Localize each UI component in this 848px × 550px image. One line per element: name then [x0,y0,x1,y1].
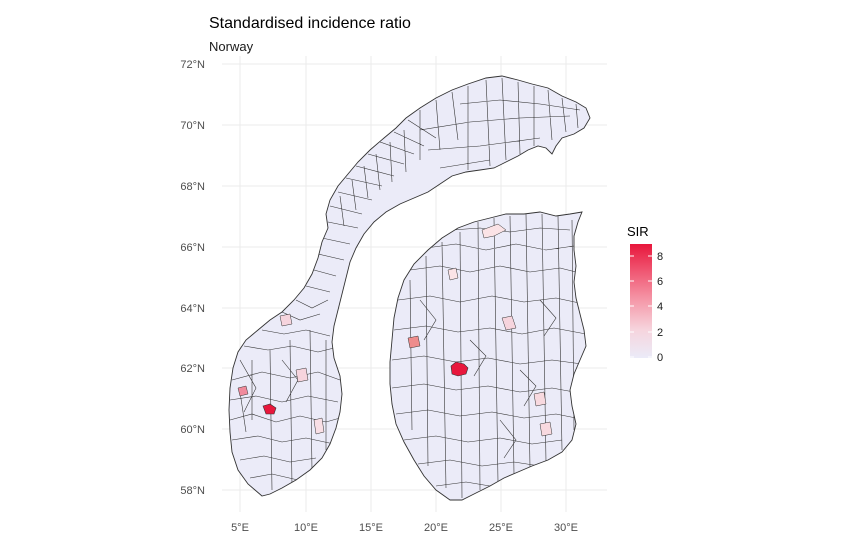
legend-label: 4 [657,301,663,313]
x-tick-label: 20°E [424,522,448,534]
map-subtitle: Norway [209,39,254,54]
y-tick-label: 70°N [180,120,205,132]
y-tick-label: 68°N [180,181,205,193]
map-title: Standardised incidence ratio [209,15,411,32]
y-tick-label: 64°N [180,303,205,315]
landmass-west-north [228,75,591,497]
x-tick-label: 10°E [294,522,318,534]
municipality-high-sir [450,361,469,377]
y-tick-label: 60°N [180,424,205,436]
municipality-high-sir [262,403,277,415]
municipality-borders-west [229,77,581,491]
region-outline-west [228,75,591,497]
legend-label: 0 [657,352,663,364]
municipality-low-sir [533,391,547,407]
municipality-low-sir [313,417,325,435]
municipality-low-sir [295,367,309,383]
legend: SIR 8 6 4 2 0 [627,224,663,364]
legend-label: 8 [657,251,663,263]
municipality-low-sir [279,313,293,327]
legend-title: SIR [627,224,649,239]
x-tick-label: 15°E [359,522,383,534]
legend-colorbar [630,244,652,358]
legend-label: 2 [657,327,663,339]
y-tick-label: 72°N [180,59,205,71]
x-axis-labels: 5°E 10°E 15°E 20°E 25°E 30°E [231,522,578,534]
landmass-east [389,211,587,501]
x-tick-label: 30°E [554,522,578,534]
municipality-low-sir [539,421,553,437]
municipality-moderate-sir [407,335,421,349]
y-tick-label: 66°N [180,242,205,254]
legend-label: 6 [657,276,663,288]
municipality-moderate-sir [237,385,249,397]
y-axis-labels: 58°N 60°N 62°N 64°N 66°N 68°N 70°N 72°N [180,59,205,497]
region-outline-east [389,211,587,501]
municipality-borders-east [391,213,586,499]
y-tick-label: 58°N [180,485,205,497]
y-tick-label: 62°N [180,363,205,375]
x-tick-label: 25°E [489,522,513,534]
municipality-low-sir [481,223,507,239]
municipality-low-sir [447,267,459,281]
municipality-low-sir [501,315,517,331]
x-tick-label: 5°E [231,522,249,534]
